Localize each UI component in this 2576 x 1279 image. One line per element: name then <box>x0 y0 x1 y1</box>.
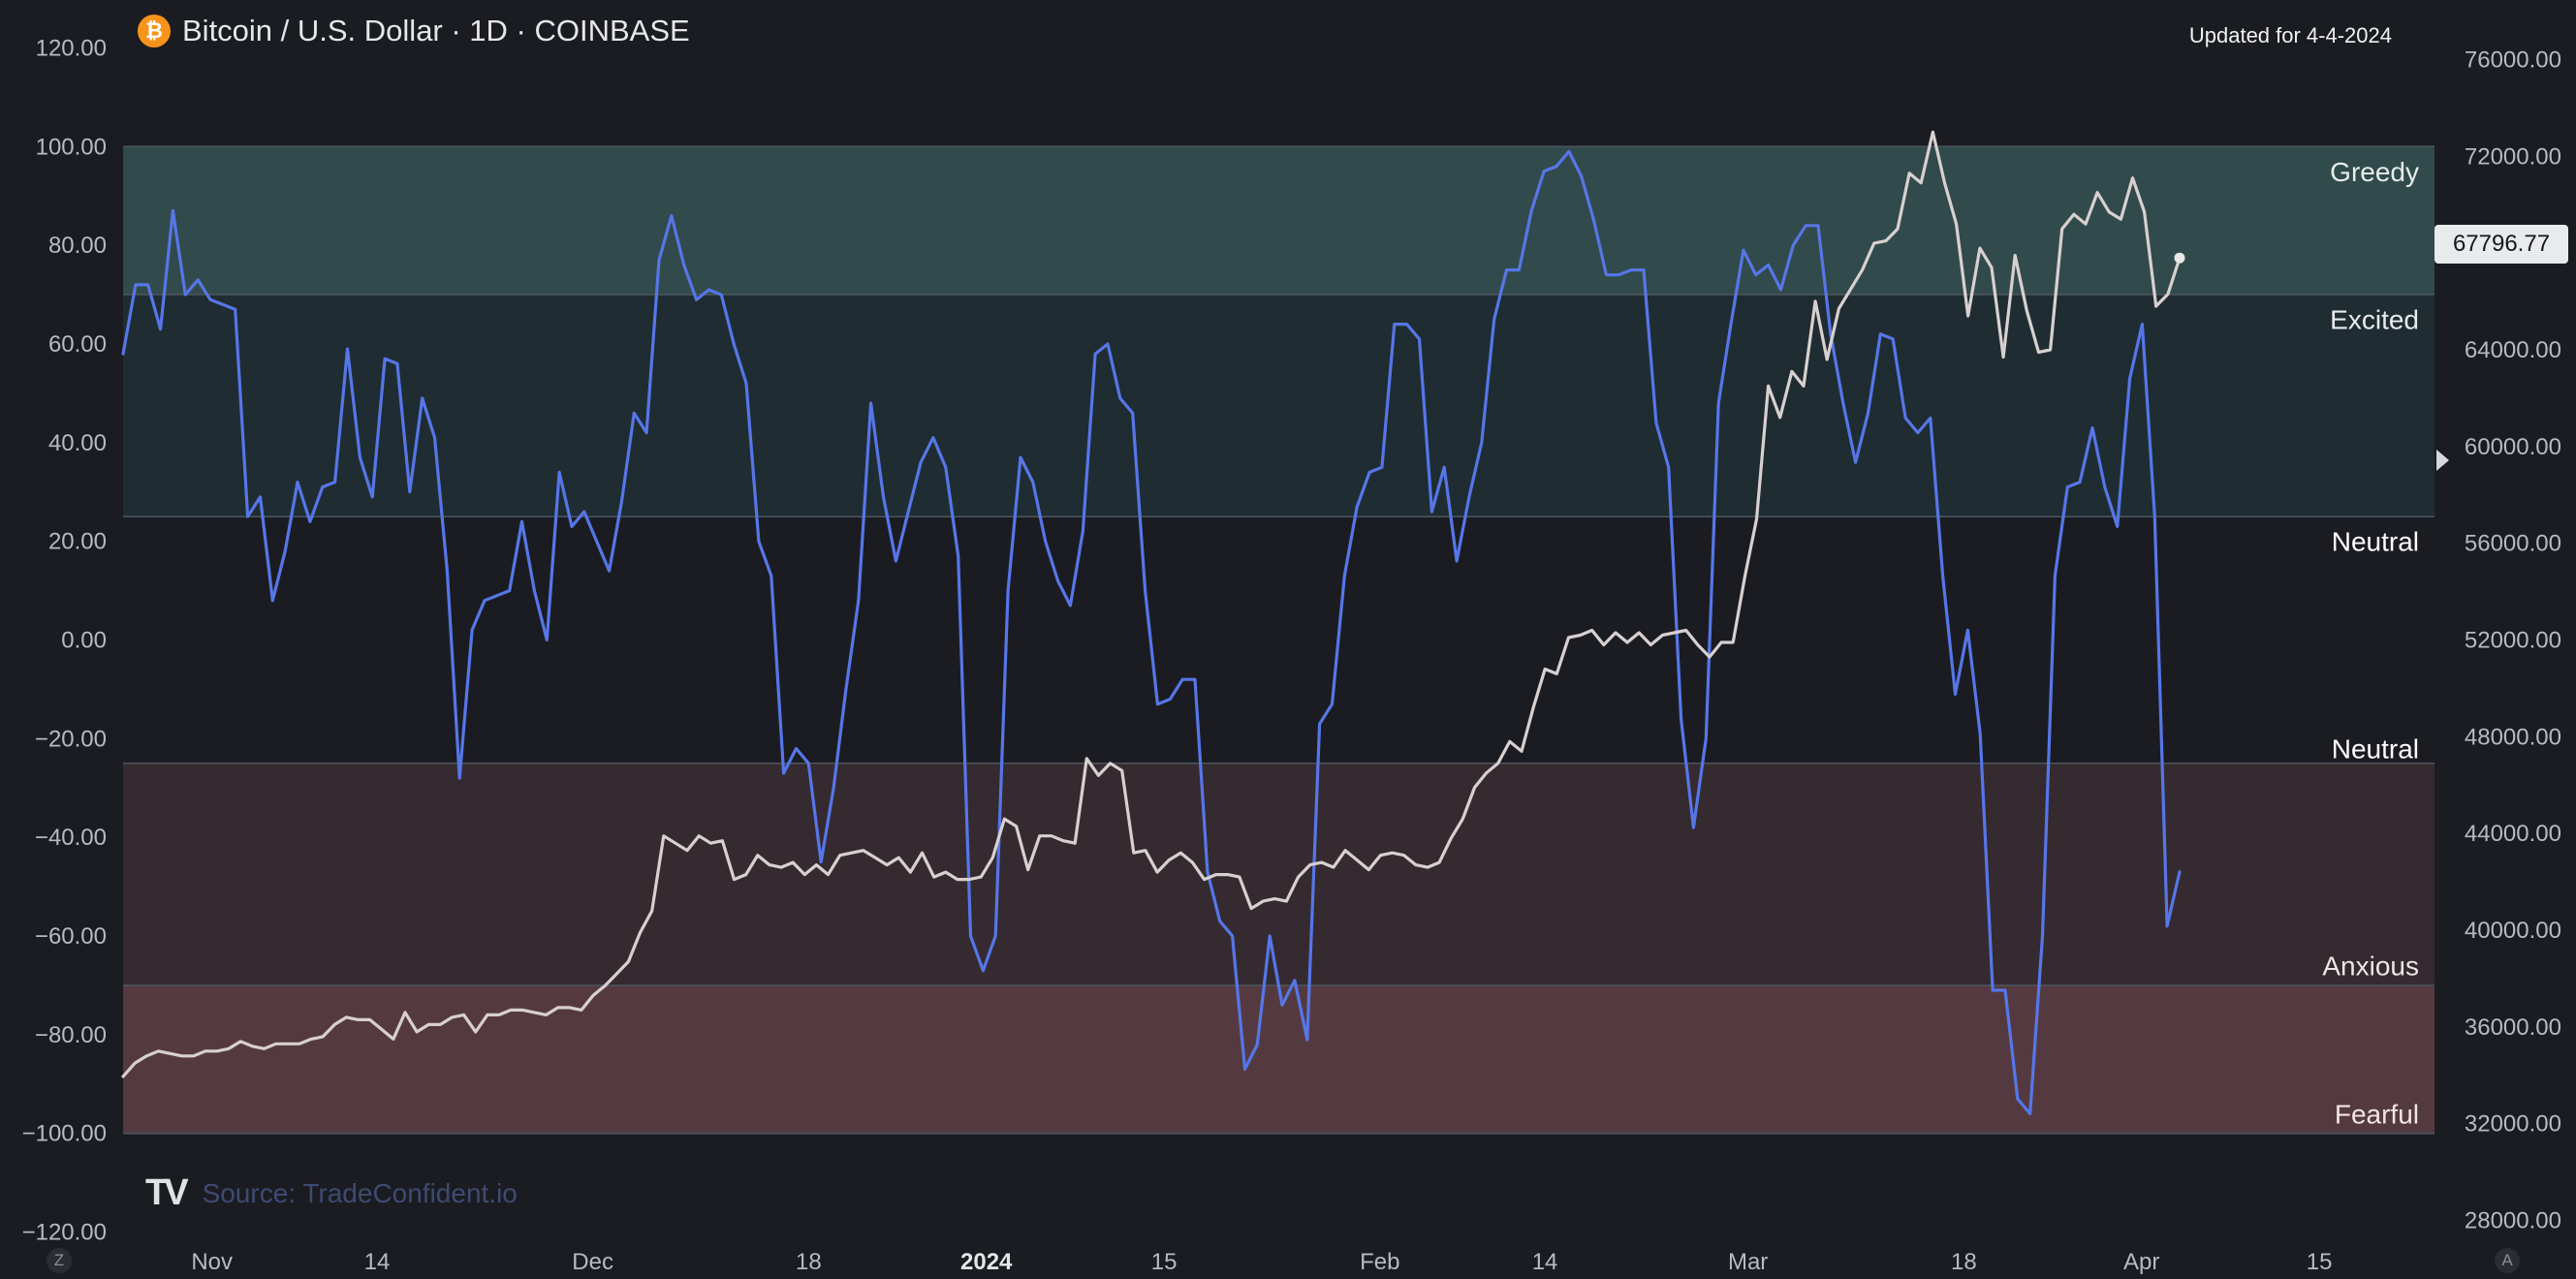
left-tick-label: −80.00 <box>35 1022 107 1048</box>
right-tick-label: 48000.00 <box>2465 724 2561 750</box>
left-tick-label: 0.00 <box>61 628 107 654</box>
chart-title-bar: ₿ Bitcoin / U.S. Dollar · 1D · COINBASE <box>138 12 690 50</box>
left-tick-label: −120.00 <box>22 1220 107 1246</box>
right-tick-label: 72000.00 <box>2465 143 2561 170</box>
left-tick-label: −20.00 <box>35 726 107 752</box>
left-tick-label: −100.00 <box>22 1121 107 1147</box>
chart-title: Bitcoin / U.S. Dollar · 1D · COINBASE <box>182 14 690 47</box>
x-tick-label: 15 <box>1151 1249 1178 1275</box>
zone-label-greedy: Greedy <box>2330 157 2419 187</box>
source-credit: TV Source: TradeConfident.io <box>145 1172 518 1214</box>
x-tick-label: 18 <box>1951 1249 1977 1275</box>
left-tick-label: 80.00 <box>48 233 107 259</box>
bitcoin-icon: ₿ <box>138 15 171 47</box>
zone-label-anxious: Anxious <box>2322 951 2419 982</box>
left-tick-label: 20.00 <box>48 529 107 555</box>
series-lines <box>121 130 2185 1115</box>
x-tick-label: 14 <box>364 1249 391 1275</box>
right-tick-label: 28000.00 <box>2465 1208 2561 1234</box>
left-tick-label: 100.00 <box>36 134 107 160</box>
left-tick-label: −40.00 <box>35 825 107 851</box>
auto-scale-button[interactable]: A <box>2495 1248 2520 1273</box>
x-tick-label: 2024 <box>960 1249 1013 1275</box>
updated-label: Updated for 4-4-2024 <box>2188 23 2392 47</box>
x-tick-label: Dec <box>572 1249 613 1275</box>
right-tick-label: 32000.00 <box>2465 1111 2561 1138</box>
left-axis: 120.00 100.00 80.00 60.00 40.00 20.00 0.00 −20.… <box>22 35 107 1245</box>
zone-label-neutral: Neutral <box>2332 734 2419 764</box>
source-label: Source: TradeConfident.io <box>202 1177 518 1208</box>
x-tick-label: 18 <box>796 1249 822 1275</box>
right-tick-label: 64000.00 <box>2465 337 2561 363</box>
anxious-zone-band <box>123 763 2435 985</box>
x-axis: Nov 14 Dec 18 2024 15 Feb 14 Mar 18 Apr 15 <box>191 1249 2332 1275</box>
sentiment-line <box>121 149 2182 1115</box>
fearful-zone-band <box>123 984 2435 1134</box>
last-price-dot <box>2174 252 2185 264</box>
excited-zone-band <box>123 295 2435 517</box>
right-tick-label: 44000.00 <box>2465 821 2561 847</box>
zone-labels: Greedy Excited Neutral Neutral Anxious Fearfu… <box>2322 157 2419 1130</box>
btc-price-line <box>121 130 2182 1078</box>
x-tick-label: 15 <box>2307 1249 2333 1275</box>
zone-label-excited: Excited <box>2330 305 2419 335</box>
right-tick-label: 56000.00 <box>2465 531 2561 557</box>
right-tick-label: 76000.00 <box>2465 47 2561 73</box>
x-tick-label: Mar <box>1728 1249 1768 1275</box>
right-tick-label: 52000.00 <box>2465 628 2561 654</box>
zone-label-fearful: Fearful <box>2335 1099 2419 1129</box>
left-tick-label: 60.00 <box>48 331 107 358</box>
current-price-tag: 67796.77 <box>2435 225 2568 264</box>
x-tick-label: Nov <box>191 1249 233 1275</box>
right-tick-label: 36000.00 <box>2465 1014 2561 1041</box>
x-tick-label: Apr <box>2123 1249 2159 1275</box>
right-tick-label: 60000.00 <box>2465 434 2561 460</box>
scroll-right-arrow-icon[interactable] <box>2436 450 2449 471</box>
x-tick-label: Feb <box>1360 1249 1399 1275</box>
tradingview-logo-icon: TV <box>145 1172 189 1213</box>
right-tick-label: 40000.00 <box>2465 918 2561 944</box>
zone-bands <box>123 145 2435 1135</box>
zone-label-neutral: Neutral <box>2332 527 2419 557</box>
left-tick-label: 40.00 <box>48 430 107 456</box>
x-tick-label: 14 <box>1532 1249 1558 1275</box>
greedy-zone-band <box>123 146 2435 296</box>
left-tick-label: 120.00 <box>36 35 107 61</box>
left-tick-label: −60.00 <box>35 923 107 950</box>
timezone-button[interactable]: Z <box>47 1248 72 1273</box>
